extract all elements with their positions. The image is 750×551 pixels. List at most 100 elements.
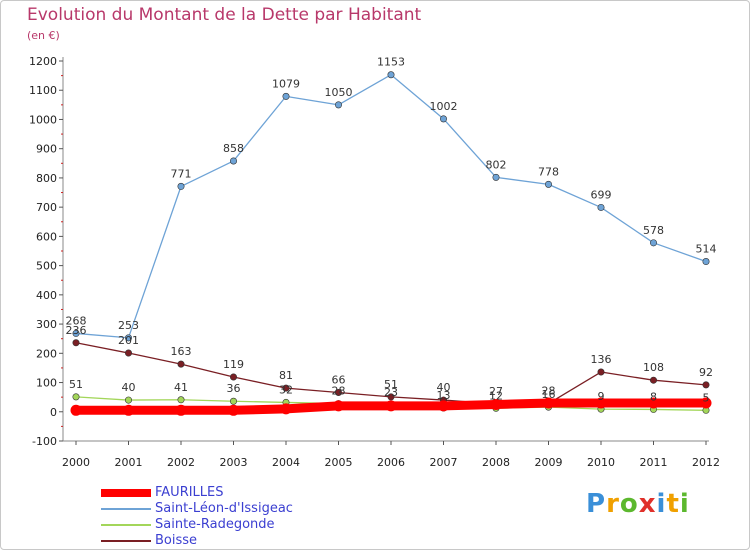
data-label: 1153 <box>377 56 405 69</box>
legend-swatch <box>101 524 151 526</box>
data-point <box>177 360 185 368</box>
data-point <box>648 397 659 409</box>
data-point <box>702 258 710 266</box>
data-point <box>334 388 342 396</box>
data-label: 51 <box>384 378 398 391</box>
legend-label: FAURILLES <box>155 485 224 500</box>
logo-letter: i <box>679 489 690 519</box>
data-label: 32 <box>279 383 293 396</box>
legend-swatch <box>101 489 151 497</box>
data-point <box>334 101 342 109</box>
data-point <box>595 397 607 409</box>
x-tick-label: 2007 <box>430 456 458 469</box>
data-label: 1002 <box>430 100 458 113</box>
data-label: 27 <box>489 385 503 398</box>
data-label: 778 <box>538 165 559 178</box>
data-label: 578 <box>643 224 664 237</box>
y-tick-label: 1100 <box>29 84 57 97</box>
data-label: 13 <box>437 389 451 402</box>
data-point <box>438 400 449 412</box>
x-tick-label: 2001 <box>115 456 143 469</box>
data-point <box>125 396 133 404</box>
y-tick-label: 700 <box>36 201 57 214</box>
data-label: 51 <box>69 378 83 391</box>
legend-label: Sainte-Radegonde <box>155 517 275 532</box>
data-point <box>700 397 712 409</box>
logo-letter: o <box>619 489 639 519</box>
data-point <box>70 404 82 416</box>
data-label: 136 <box>591 353 612 366</box>
x-tick-label: 2012 <box>692 456 720 469</box>
y-tick-label: 800 <box>36 172 57 185</box>
data-label: 40 <box>122 381 136 394</box>
data-label: 236 <box>66 324 87 337</box>
data-point <box>72 339 80 347</box>
x-tick-label: 2000 <box>62 456 90 469</box>
data-label: 16 <box>542 388 556 401</box>
data-point <box>282 92 290 100</box>
data-point <box>597 368 605 376</box>
data-label: 23 <box>384 386 398 399</box>
data-label: 8 <box>650 390 657 403</box>
x-tick-label: 2005 <box>325 456 353 469</box>
logo-letter: i <box>656 489 667 519</box>
data-label: 1079 <box>272 77 300 90</box>
x-tick-label: 2010 <box>587 456 615 469</box>
y-tick-label: 300 <box>36 318 57 331</box>
data-point <box>230 157 238 165</box>
data-label: 771 <box>171 167 192 180</box>
data-point <box>123 404 134 416</box>
data-point <box>230 397 238 405</box>
data-point <box>649 239 657 247</box>
data-label: 108 <box>643 361 664 374</box>
x-tick-label: 2009 <box>535 456 563 469</box>
proxiti-logo: Proxiti <box>586 489 690 519</box>
y-tick-label: 1200 <box>29 55 57 68</box>
data-label: 514 <box>696 243 717 256</box>
data-label: 9 <box>598 390 605 403</box>
legend-swatch <box>101 540 151 542</box>
data-point <box>72 393 80 401</box>
data-point <box>387 393 395 401</box>
data-label: 858 <box>223 142 244 155</box>
data-label: 92 <box>699 366 713 379</box>
data-point <box>228 404 239 416</box>
data-point <box>385 400 397 412</box>
logo-letter: r <box>606 489 620 519</box>
chart-title: Evolution du Montant de la Dette par Hab… <box>27 5 422 25</box>
data-label: 1050 <box>325 86 353 99</box>
x-tick-label: 2004 <box>272 456 300 469</box>
data-point <box>544 180 552 188</box>
series-line-1 <box>75 74 707 339</box>
logo-letter: x <box>638 489 657 519</box>
x-tick-label: 2006 <box>377 456 405 469</box>
data-label: 41 <box>174 381 188 394</box>
data-label: 119 <box>223 358 244 371</box>
y-tick-label: 200 <box>36 347 57 360</box>
data-point <box>125 349 133 357</box>
data-point <box>177 182 185 190</box>
y-tick-label: 500 <box>36 260 57 273</box>
data-point <box>439 115 447 123</box>
legend-swatch <box>101 508 151 510</box>
data-label: 28 <box>332 385 346 398</box>
data-point <box>282 384 290 392</box>
data-label: 12 <box>489 389 503 402</box>
y-tick-label: 1000 <box>29 113 57 126</box>
data-label: 36 <box>227 382 241 395</box>
data-point <box>175 404 187 416</box>
logo-letter: t <box>666 489 680 519</box>
data-point <box>702 381 710 389</box>
y-tick-label: 600 <box>36 230 57 243</box>
data-point <box>649 376 657 384</box>
data-label: 28 <box>542 385 556 398</box>
data-point <box>125 334 133 342</box>
data-label: 253 <box>118 319 139 332</box>
data-point <box>387 71 395 79</box>
y-tick-label: 400 <box>36 289 57 302</box>
x-tick-label: 2008 <box>482 456 510 469</box>
data-label: 802 <box>486 158 507 171</box>
data-point <box>230 373 238 381</box>
data-point <box>333 400 344 412</box>
x-tick-label: 2002 <box>167 456 195 469</box>
